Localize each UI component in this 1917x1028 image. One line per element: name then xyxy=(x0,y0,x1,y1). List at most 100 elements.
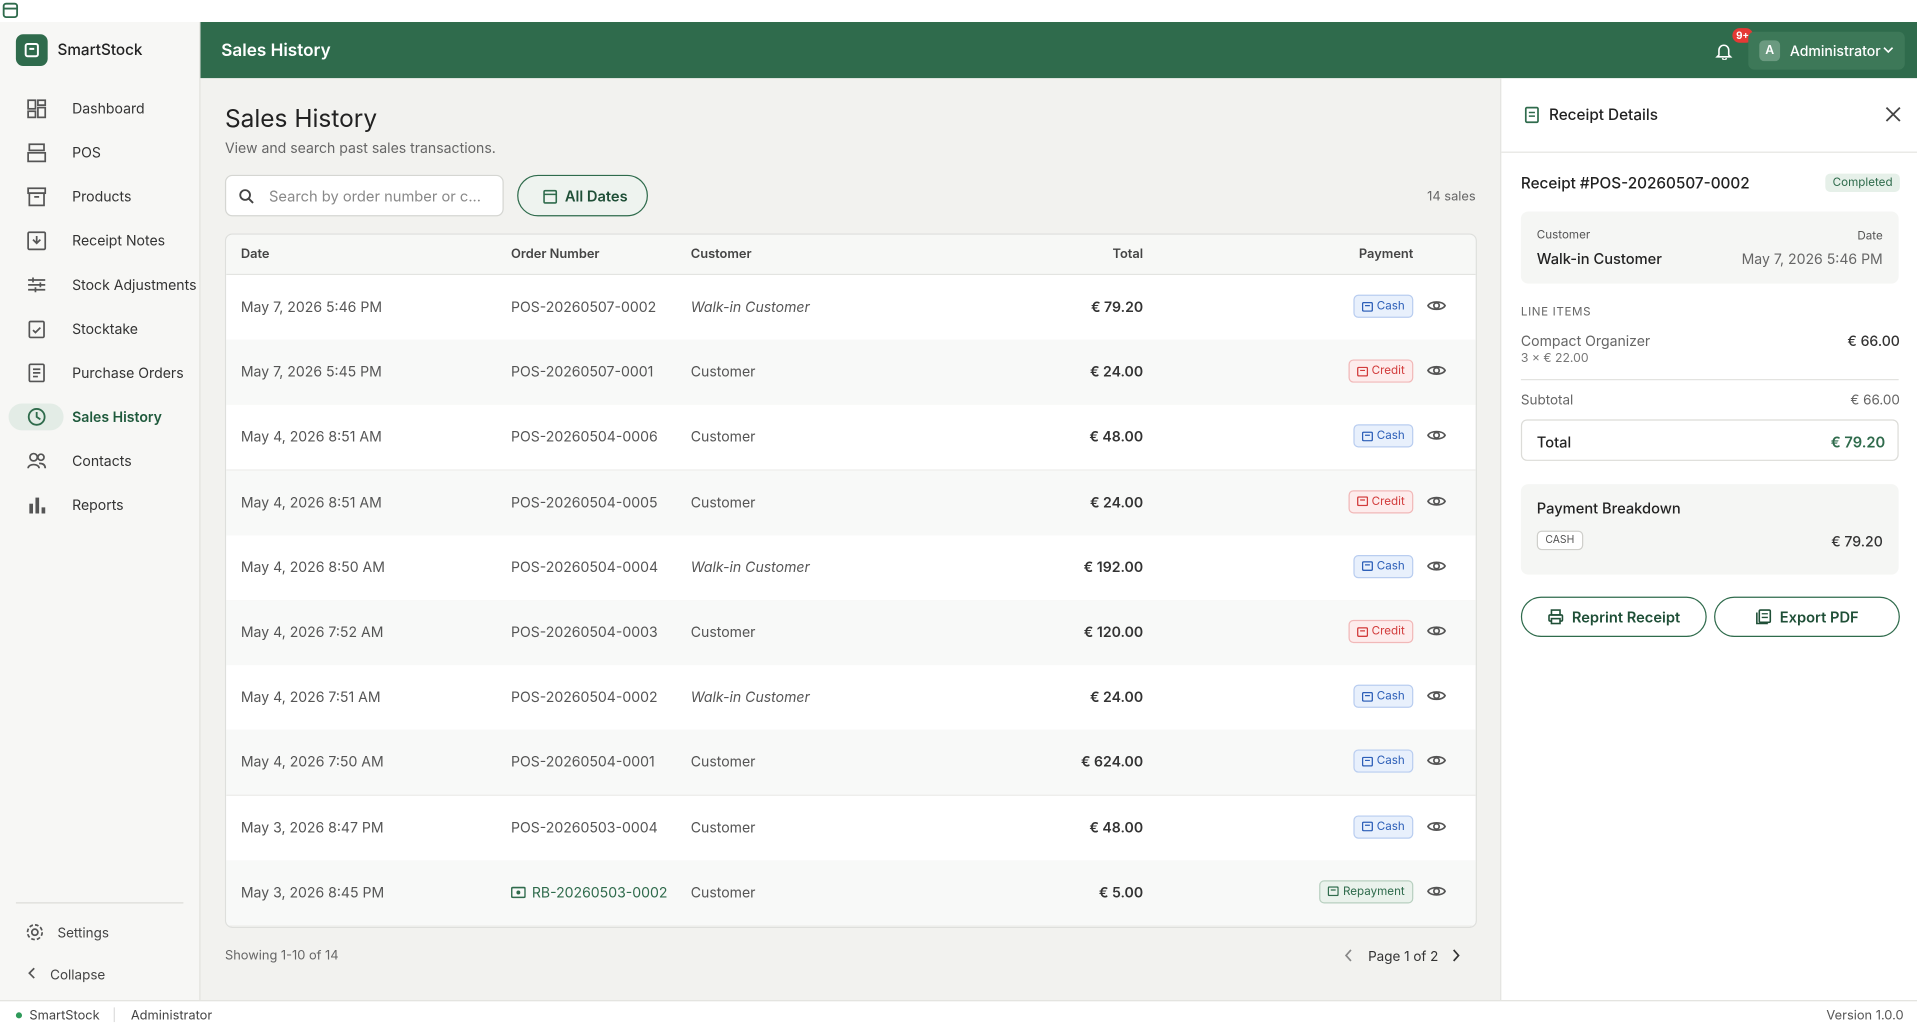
view-button[interactable] xyxy=(1427,428,1447,443)
customer: Walk-in Customer xyxy=(690,688,810,706)
sale-date: May 3, 2026 8:47 PM xyxy=(240,818,384,836)
close-button[interactable] xyxy=(1885,106,1901,122)
view-button[interactable] xyxy=(1427,689,1447,704)
view-button[interactable] xyxy=(1427,754,1447,769)
table-row[interactable]: May 4, 2026 8:50 AM POS-20260504-0004 Walk… xyxy=(226,535,1476,602)
status-dot xyxy=(15,1012,23,1019)
next-page[interactable] xyxy=(1451,949,1461,962)
panel-title: Receipt Details xyxy=(1549,106,1658,125)
nav-icon xyxy=(28,363,45,383)
nav-item[interactable]: Purchase Orders xyxy=(72,364,184,382)
sale-date: May 4, 2026 7:52 AM xyxy=(240,623,384,641)
nav-footer-item[interactable]: Collapse xyxy=(50,965,106,983)
order-number-link[interactable]: RB-20260503-0002 xyxy=(531,883,668,901)
nav-item[interactable]: Dashboard xyxy=(72,100,145,118)
receipt-icon xyxy=(1524,106,1539,124)
total: € 120.00 xyxy=(1083,623,1144,641)
prev-page[interactable] xyxy=(1344,949,1354,962)
payment-icon xyxy=(1362,561,1374,572)
table-row[interactable]: May 4, 2026 8:51 AM POS-20260504-0005 Cust… xyxy=(226,470,1476,537)
window-icon xyxy=(2,2,19,19)
total: € 24.00 xyxy=(1089,363,1144,381)
payment-breakdown: Payment Breakdown CASH € 79.20 xyxy=(1520,484,1899,575)
nav-icon xyxy=(29,497,46,514)
view-button[interactable] xyxy=(1427,363,1447,378)
nav-item[interactable]: Receipt Notes xyxy=(72,232,166,250)
nav-item[interactable]: Sales History xyxy=(72,408,162,426)
table-row[interactable]: May 4, 2026 7:51 AM POS-20260504-0002 Walk… xyxy=(226,665,1476,732)
total: € 192.00 xyxy=(1083,558,1144,576)
nav-item[interactable]: Reports xyxy=(72,496,124,514)
payment-badge: Cash xyxy=(1353,554,1414,579)
table-row[interactable]: May 4, 2026 8:51 AM POS-20260504-0006 Cust… xyxy=(226,405,1476,472)
table-row[interactable]: May 3, 2026 8:45 PM RB-20260503-0002 Custo… xyxy=(226,860,1476,927)
column-header: Order Number xyxy=(511,245,600,262)
customer: Walk-in Customer xyxy=(690,558,810,576)
payment-icon xyxy=(1362,691,1374,702)
sale-date: May 4, 2026 8:51 AM xyxy=(240,428,382,446)
receipt-number: Receipt #POS-20260507-0002 xyxy=(1520,174,1750,194)
date-filter-button[interactable]: All Dates xyxy=(517,174,648,217)
user-avatar: A xyxy=(1759,40,1781,62)
order-number: POS-20260504-0004 xyxy=(511,558,659,576)
nav-item[interactable]: Contacts xyxy=(72,452,132,470)
main-content: Sales History View and search past sales … xyxy=(200,78,1501,1001)
action-button[interactable]: Export PDF xyxy=(1714,596,1900,637)
collapse-icon xyxy=(28,967,35,979)
search-placeholder: Search by order number or c... xyxy=(268,187,482,206)
subtotal-value: € 66.00 xyxy=(1850,391,1900,409)
nav-icon xyxy=(27,452,47,469)
nav-icon xyxy=(27,231,47,251)
view-button[interactable] xyxy=(1427,884,1447,899)
payment-method: Credit xyxy=(1371,624,1405,639)
payment-method: Repayment xyxy=(1342,884,1405,899)
table-row[interactable]: May 7, 2026 5:46 PM POS-20260507-0002 Walk… xyxy=(226,275,1476,342)
items-divider xyxy=(1520,378,1899,381)
nav-footer-item[interactable]: Settings xyxy=(57,924,109,942)
user-menu[interactable]: A Administrator xyxy=(1748,31,1905,70)
payment-badge: Cash xyxy=(1353,814,1414,839)
nav-icon xyxy=(28,320,45,339)
payment-method: Cash xyxy=(1376,754,1405,769)
customer: Customer xyxy=(690,493,756,511)
sidebar-divider xyxy=(15,902,184,904)
table-row[interactable]: May 4, 2026 7:52 AM POS-20260504-0003 Cust… xyxy=(226,600,1476,667)
view-button[interactable] xyxy=(1427,624,1447,639)
table-row[interactable]: May 3, 2026 8:47 PM POS-20260503-0004 Cust… xyxy=(226,795,1476,862)
nav-item[interactable]: Stocktake xyxy=(72,320,138,338)
view-button[interactable] xyxy=(1427,493,1447,508)
method-badge: CASH xyxy=(1536,530,1583,551)
header-title: Sales History xyxy=(221,40,331,62)
calendar-icon xyxy=(543,189,558,204)
customer-card: Customer Walk-in Customer Date May 7, 2026 … xyxy=(1520,211,1899,284)
nav-item[interactable]: POS xyxy=(72,144,101,162)
action-button[interactable]: Reprint Receipt xyxy=(1520,596,1707,637)
table-row[interactable]: May 4, 2026 7:50 AM POS-20260504-0001 Cust… xyxy=(226,730,1476,797)
logo-box xyxy=(15,34,48,67)
column-header: Date xyxy=(240,245,270,262)
payment-icon xyxy=(1356,366,1368,377)
nav-item[interactable]: Stock Adjustments xyxy=(72,276,197,294)
method-amount: € 79.20 xyxy=(1831,533,1883,551)
payment-icon xyxy=(1328,886,1340,897)
view-button[interactable] xyxy=(1427,298,1447,313)
view-button[interactable] xyxy=(1427,819,1447,834)
payment-badge: Cash xyxy=(1353,294,1414,318)
customer-label: Customer xyxy=(1536,228,1591,243)
payment-badge: Credit xyxy=(1348,359,1414,383)
payment-icon xyxy=(1356,626,1368,637)
search-input[interactable]: Search by order number or c... xyxy=(224,174,504,217)
date-label: Date xyxy=(1857,229,1883,244)
nav-item[interactable]: Products xyxy=(72,188,132,206)
view-button[interactable] xyxy=(1427,558,1447,573)
table-row[interactable]: May 7, 2026 5:45 PM POS-20260507-0001 Cust… xyxy=(226,340,1476,407)
payment-icon xyxy=(1362,301,1374,312)
repayment-icon xyxy=(511,886,526,898)
payment-method: Cash xyxy=(1376,429,1405,444)
total-box: Total € 79.20 xyxy=(1520,419,1899,461)
nav-icon xyxy=(27,187,47,207)
payment-method: Cash xyxy=(1376,559,1405,574)
status-bar: SmartStock Administrator Version 1.0.0 xyxy=(0,1000,1917,1028)
total: € 79.20 xyxy=(1090,298,1144,316)
